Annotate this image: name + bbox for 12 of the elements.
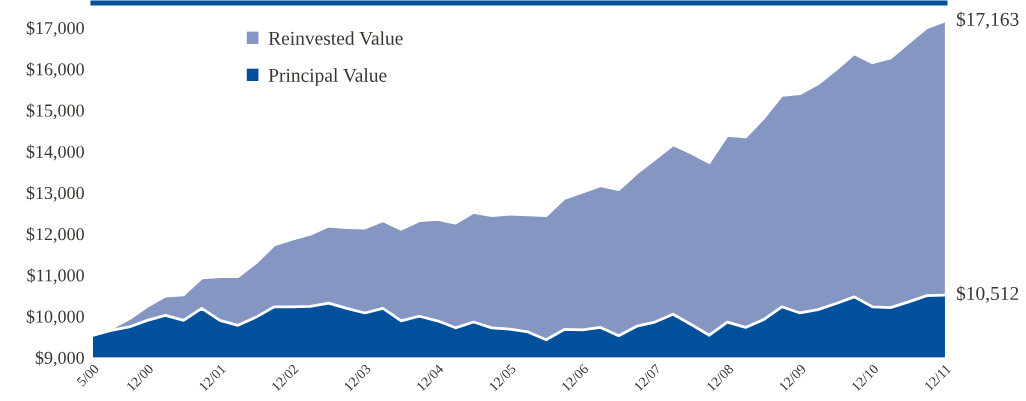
y-tick-label: $17,000 bbox=[26, 20, 84, 37]
y-tick-label: $12,000 bbox=[26, 227, 84, 243]
y-tick-label: $16,000 bbox=[26, 62, 84, 78]
y-tick-label: $14,000 bbox=[26, 144, 84, 161]
legend-label: Principal Value bbox=[268, 68, 387, 86]
y-tick-label: $10,000 bbox=[26, 309, 84, 326]
annotation: $10,512 bbox=[956, 285, 1019, 303]
y-tick-label: $15,000 bbox=[26, 103, 84, 120]
annotation: $17,163 bbox=[956, 11, 1019, 29]
legend-label: Reinvested Value bbox=[268, 31, 403, 45]
y-tick-label: $11,000 bbox=[27, 268, 84, 285]
y-tick-label: $13,000 bbox=[26, 185, 84, 202]
